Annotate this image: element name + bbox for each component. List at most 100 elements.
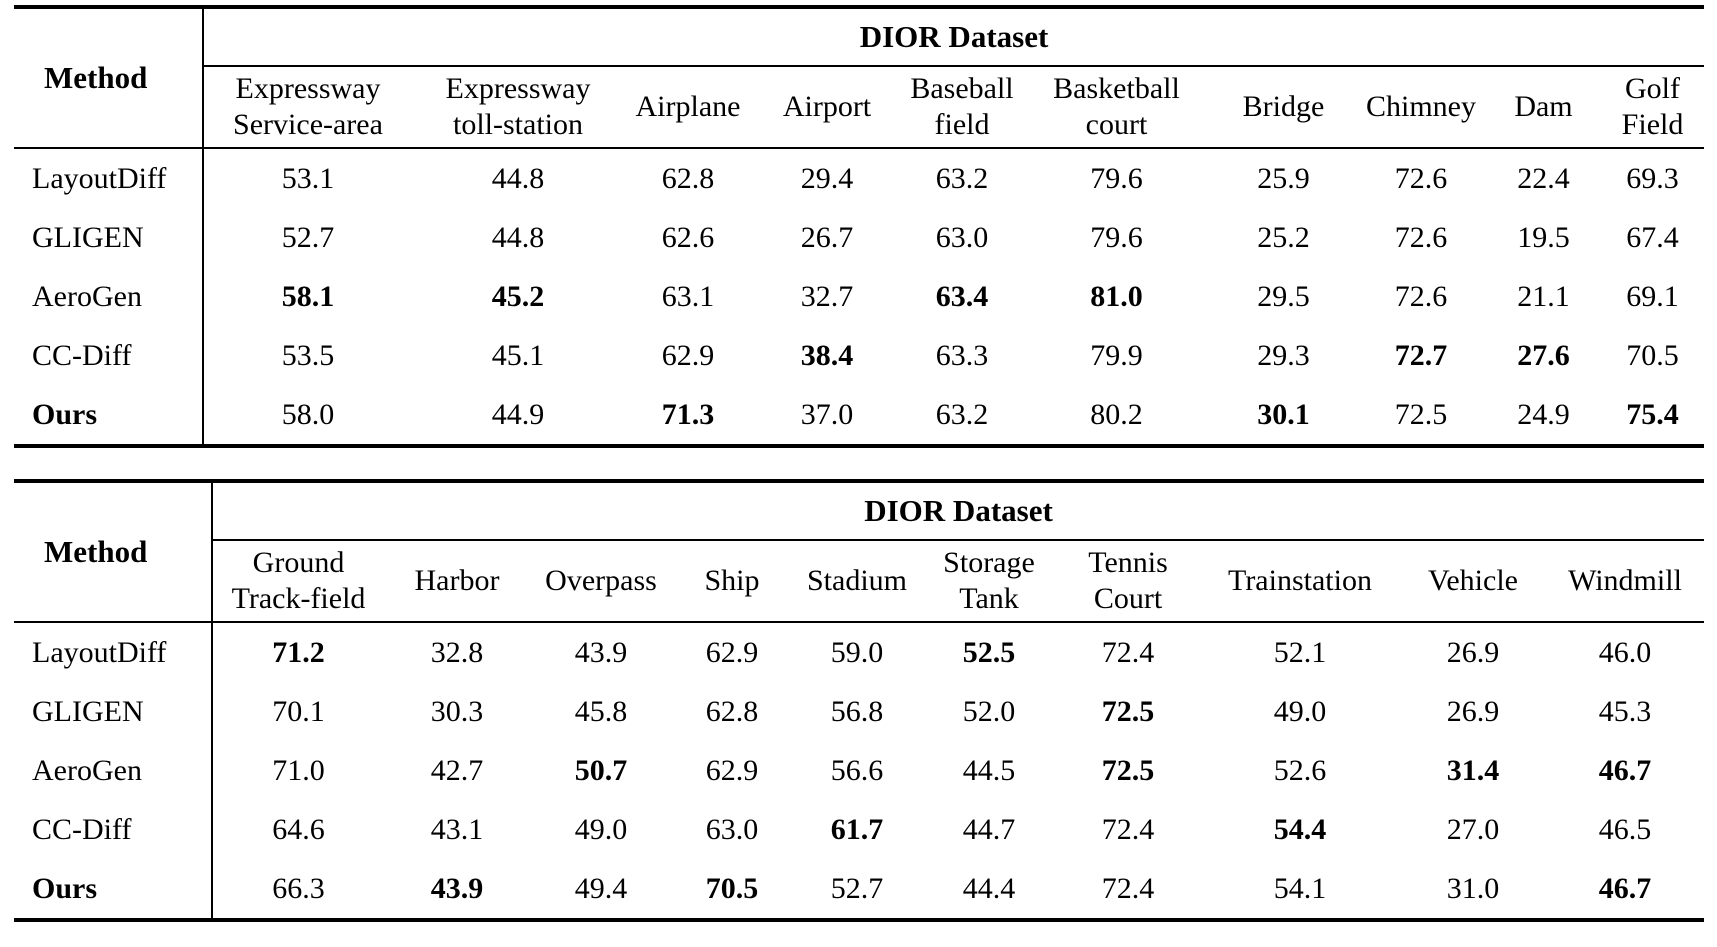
column-header-line: Service-area: [233, 108, 383, 141]
value-cell: 31.4: [1446, 753, 1500, 787]
method-cell: CC-Diff: [14, 326, 204, 385]
column-header-line: Expressway: [445, 72, 591, 105]
value-cell: 44.4: [962, 871, 1016, 905]
value-cell: 21.1: [1517, 279, 1570, 313]
method-cell: GLIGEN: [14, 682, 213, 741]
column-header: Airplane: [624, 66, 752, 149]
value-cell: 46.7: [1598, 753, 1652, 787]
value-cell: 26.7: [800, 220, 854, 254]
table-row: LayoutDiff 53.1 44.8 62.8 29.4 63.2 79.6 25.9 72…: [14, 148, 1704, 208]
value-cell: 45.3: [1598, 694, 1652, 728]
value-cell: 44.8: [491, 161, 545, 195]
value-cell: 25.9: [1257, 161, 1310, 195]
value-cell: 22.4: [1517, 161, 1570, 195]
value-cell: 53.5: [281, 338, 335, 372]
column-header: Bridge: [1211, 66, 1356, 149]
value-cell: 52.1: [1273, 635, 1327, 669]
column-header-line: Expressway: [235, 72, 381, 105]
method-cell: GLIGEN: [14, 208, 204, 267]
value-cell: 38.4: [800, 338, 854, 372]
value-cell: 69.3: [1626, 161, 1679, 195]
column-header-line: Trainstation: [1228, 564, 1372, 597]
value-cell: 37.0: [800, 397, 854, 431]
value-cell: 62.9: [661, 338, 715, 372]
value-cell: 49.0: [574, 812, 628, 846]
dior-results-table-lower: Method DIOR Dataset Ground Track-field Harbo…: [14, 479, 1705, 922]
table-row: LayoutDiff 71.2 32.8 43.9 62.9 59.0 52.5 72.4 52…: [14, 622, 1704, 682]
value-cell: 30.3: [430, 694, 484, 728]
value-cell: 52.5: [962, 635, 1016, 669]
column-header: Dam: [1486, 66, 1601, 149]
value-cell: 32.7: [800, 279, 854, 313]
value-cell: 52.6: [1273, 753, 1327, 787]
value-cell: 42.7: [430, 753, 484, 787]
value-cell: 72.4: [1101, 635, 1155, 669]
value-cell: 63.3: [935, 338, 989, 372]
value-cell: 29.3: [1257, 338, 1310, 372]
column-header-line: Overpass: [545, 564, 657, 597]
value-cell: 27.0: [1446, 812, 1500, 846]
column-header: Ship: [672, 540, 792, 623]
value-cell: 50.7: [574, 753, 628, 787]
value-cell: 81.0: [1090, 279, 1143, 313]
value-cell: 46.5: [1598, 812, 1652, 846]
value-cell: 29.5: [1257, 279, 1310, 313]
column-header-line: Airplane: [635, 90, 741, 123]
value-cell: 62.8: [661, 161, 715, 195]
method-cell: AeroGen: [14, 267, 204, 326]
value-cell: 72.5: [1394, 397, 1448, 431]
category-header-row: Expressway Service-area Expressway toll-sta…: [14, 66, 1705, 149]
value-cell: 63.0: [935, 220, 989, 254]
value-cell: 54.1: [1273, 871, 1327, 905]
value-cell: 63.2: [935, 161, 989, 195]
column-header: Windmill: [1546, 540, 1705, 623]
column-header: Expressway toll-station: [412, 66, 624, 149]
value-cell: 63.1: [661, 279, 715, 313]
value-cell: 61.7: [830, 812, 884, 846]
value-cell: 70.1: [272, 694, 325, 728]
value-cell: 29.4: [800, 161, 854, 195]
value-cell: 72.6: [1394, 279, 1448, 313]
column-header-line: field: [934, 108, 990, 141]
value-cell: 54.4: [1273, 812, 1327, 846]
value-cell: 44.8: [491, 220, 545, 254]
value-cell: 30.1: [1257, 397, 1310, 431]
value-cell: 71.3: [661, 397, 715, 431]
column-header: Stadium: [792, 540, 922, 623]
value-cell: 56.8: [830, 694, 884, 728]
value-cell: 79.9: [1090, 338, 1143, 372]
value-cell: 45.1: [491, 338, 545, 372]
value-cell: 63.0: [705, 812, 759, 846]
column-header-line: Vehicle: [1428, 564, 1518, 597]
value-cell: 79.6: [1090, 161, 1143, 195]
value-cell: 27.6: [1517, 338, 1570, 372]
value-cell: 26.9: [1446, 635, 1500, 669]
dataset-header-row: Method DIOR Dataset: [14, 481, 1705, 623]
paper-page: Method DIOR Dataset Expressway Service-area…: [14, 5, 1705, 922]
value-cell: 71.2: [272, 635, 325, 669]
column-header: Harbor: [384, 540, 530, 623]
dataset-title: DIOR Dataset: [212, 481, 1705, 541]
value-cell: 67.4: [1626, 220, 1679, 254]
value-cell: 72.6: [1394, 161, 1448, 195]
value-cell: 24.9: [1517, 397, 1570, 431]
column-header-line: Court: [1093, 582, 1163, 615]
value-cell: 59.0: [830, 635, 884, 669]
value-cell: 63.2: [935, 397, 989, 431]
column-header-line: Airport: [782, 90, 872, 123]
value-cell: 66.3: [272, 871, 325, 905]
value-cell: 26.9: [1446, 694, 1500, 728]
value-cell: 19.5: [1517, 220, 1570, 254]
value-cell: 52.7: [830, 871, 884, 905]
value-cell: 44.5: [962, 753, 1016, 787]
value-cell: 49.0: [1273, 694, 1327, 728]
table-row: CC-Diff 53.5 45.1 62.9 38.4 63.3 79.9 29.3 72.7 2…: [14, 326, 1704, 385]
column-header-line: Bridge: [1242, 90, 1325, 123]
value-cell: 49.4: [574, 871, 628, 905]
value-cell: 52.7: [281, 220, 335, 254]
column-header: Trainstation: [1200, 540, 1400, 623]
method-column-header: Method: [14, 481, 213, 623]
column-header-line: Basketball: [1053, 72, 1180, 105]
dataset-title: DIOR Dataset: [203, 7, 1705, 67]
value-cell: 53.1: [281, 161, 335, 195]
